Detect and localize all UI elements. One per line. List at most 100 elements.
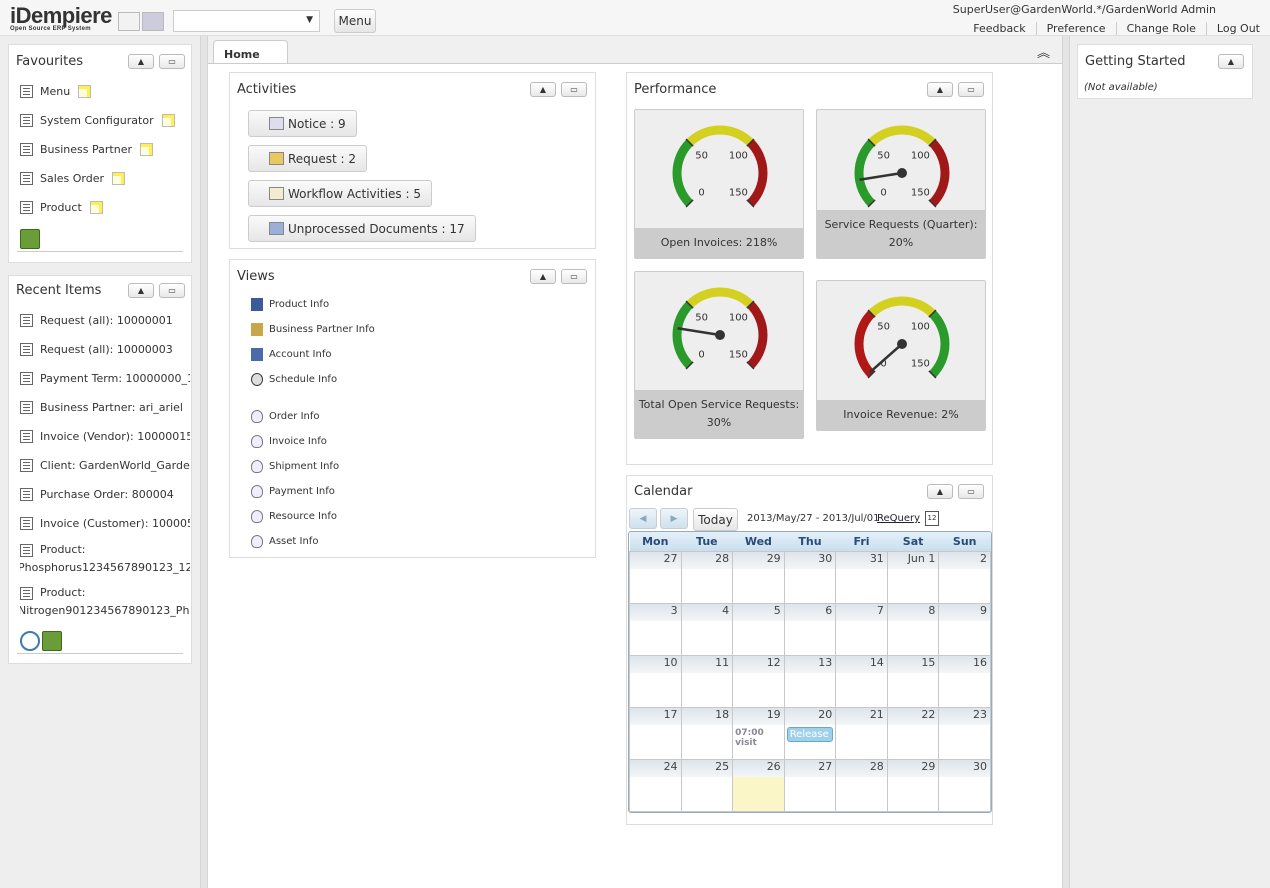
- favourite-item[interactable]: Menu: [20, 77, 175, 106]
- gauge[interactable]: 0 50 100 150 Service Requests (Quarter): 20%: [816, 109, 986, 259]
- calendar-day[interactable]: 5: [732, 602, 785, 656]
- calendar-day[interactable]: 31: [835, 550, 888, 604]
- view-link[interactable]: Schedule Info: [251, 367, 375, 392]
- collapse-button[interactable]: ▲: [128, 283, 154, 298]
- calendar-day[interactable]: 4: [680, 602, 734, 656]
- recent-item[interactable]: Product: Nitrogen901234567890123_Phosp: [20, 581, 190, 624]
- recent-item[interactable]: Client: GardenWorld_Garden\: [20, 451, 190, 480]
- calendar-day[interactable]: 21: [835, 706, 888, 760]
- right-splitter[interactable]: [1062, 36, 1070, 888]
- left-splitter[interactable]: [200, 36, 208, 888]
- calendar-day[interactable]: 27: [783, 758, 837, 812]
- calendar-day[interactable]: 11: [680, 654, 734, 708]
- calendar-day[interactable]: 22: [886, 706, 940, 760]
- search-combobox[interactable]: ▼: [173, 10, 320, 32]
- calendar-event[interactable]: 07:00 visit: [735, 727, 764, 748]
- favourite-item[interactable]: Sales Order: [20, 164, 175, 193]
- gauge[interactable]: 0 50 100 150 Open Invoices: 218%: [634, 109, 804, 259]
- requery-link[interactable]: ReQuery: [877, 513, 921, 524]
- note-icon[interactable]: [161, 114, 175, 127]
- new-window-toggle[interactable]: [118, 12, 140, 31]
- note-icon[interactable]: [89, 201, 103, 214]
- change-role-link[interactable]: Change Role: [1115, 22, 1206, 35]
- recent-item[interactable]: Product: Phosphorus1234567890123_1234: [20, 538, 190, 581]
- calendar-day[interactable]: 19 07:00 visit: [732, 706, 785, 760]
- note-icon[interactable]: [139, 143, 153, 156]
- collapse-button[interactable]: ▲: [1218, 54, 1244, 69]
- prev-button[interactable]: ◀: [629, 508, 657, 529]
- calendar-day[interactable]: 28: [680, 550, 734, 604]
- recent-item[interactable]: Request (all): 10000001: [20, 306, 190, 335]
- calendar-day[interactable]: 29: [732, 550, 785, 604]
- workflow-activities-button[interactable]: Workflow Activities : 5: [248, 180, 432, 207]
- view-link[interactable]: Business Partner Info: [251, 317, 375, 342]
- maximize-button[interactable]: ▭: [159, 54, 185, 69]
- calendar-event[interactable]: Release: [786, 726, 834, 742]
- calendar-day[interactable]: 7: [835, 602, 888, 656]
- collapse-all-icon[interactable]: ︽: [1036, 46, 1050, 61]
- collapse-button[interactable]: ▲: [927, 484, 953, 499]
- preference-link[interactable]: Preference: [1035, 22, 1116, 35]
- feedback-link[interactable]: Feedback: [973, 22, 1026, 35]
- tab-home[interactable]: Home (33): [213, 40, 288, 74]
- request-button[interactable]: Request : 2: [248, 145, 368, 172]
- favourite-item[interactable]: Business Partner: [20, 135, 175, 164]
- calendar-day[interactable]: 28: [835, 758, 888, 812]
- tab-window-toggle[interactable]: [142, 12, 164, 31]
- view-link[interactable]: Resource Info: [251, 504, 375, 529]
- calendar-day[interactable]: 24: [629, 758, 682, 812]
- maximize-button[interactable]: ▭: [958, 484, 984, 499]
- calendar-day[interactable]: 6: [783, 602, 837, 656]
- menu-button[interactable]: Menu: [334, 9, 376, 33]
- collapse-button[interactable]: ▲: [927, 82, 953, 97]
- view-link[interactable]: Asset Info: [251, 529, 375, 554]
- collapse-button[interactable]: ▲: [530, 269, 556, 284]
- calendar-day[interactable]: 17: [629, 706, 682, 760]
- calendar-day[interactable]: 27: [629, 550, 682, 604]
- note-icon[interactable]: [78, 85, 92, 98]
- calendar-day[interactable]: 10: [629, 654, 682, 708]
- view-link[interactable]: Account Info: [251, 342, 375, 367]
- refresh-icon[interactable]: [20, 631, 40, 651]
- calendar-day[interactable]: Jun 1: [886, 550, 940, 604]
- today-button[interactable]: Today: [693, 508, 738, 531]
- calendar-day[interactable]: 3: [629, 602, 682, 656]
- maximize-button[interactable]: ▭: [159, 283, 185, 298]
- recycle-bin-icon[interactable]: [42, 631, 62, 651]
- calendar-day[interactable]: 15: [886, 654, 940, 708]
- collapse-button[interactable]: ▲: [128, 54, 154, 69]
- calendar-day[interactable]: 12: [732, 654, 785, 708]
- calendar-day[interactable]: 30: [783, 550, 837, 604]
- calendar-day[interactable]: 25: [680, 758, 734, 812]
- maximize-button[interactable]: ▭: [561, 269, 587, 284]
- calendar-day[interactable]: 13: [783, 654, 837, 708]
- logout-link[interactable]: Log Out: [1205, 22, 1270, 35]
- calendar-day[interactable]: 2: [938, 550, 991, 604]
- view-link[interactable]: Shipment Info: [251, 454, 375, 479]
- calendar-day[interactable]: 30: [938, 758, 991, 812]
- calendar-day[interactable]: 9: [938, 602, 991, 656]
- recent-item[interactable]: Request (all): 10000003: [20, 335, 190, 364]
- calendar-day[interactable]: 8: [886, 602, 940, 656]
- calendar-day[interactable]: 29: [886, 758, 940, 812]
- gauge[interactable]: 0 50 100 150 Total Open Service Requests: 30…: [634, 271, 804, 439]
- favourite-item[interactable]: Product: [20, 193, 175, 222]
- next-button[interactable]: ▶: [660, 508, 688, 529]
- recent-item[interactable]: Business Partner: ari_ariel: [20, 393, 190, 422]
- note-icon[interactable]: [112, 172, 126, 185]
- notice-button[interactable]: Notice : 9: [248, 110, 357, 137]
- favourite-item[interactable]: System Configurator: [20, 106, 175, 135]
- recent-item[interactable]: Invoice (Customer): 100005: [20, 509, 190, 538]
- unprocessed-documents-button[interactable]: Unprocessed Documents : 17: [248, 215, 476, 242]
- recent-item[interactable]: Invoice (Vendor): 10000015: [20, 422, 190, 451]
- calendar-day[interactable]: 16: [938, 654, 991, 708]
- recent-item[interactable]: Payment Term: 10000000_12: [20, 364, 190, 393]
- view-link[interactable]: Product Info: [251, 292, 375, 317]
- maximize-button[interactable]: ▭: [561, 82, 587, 97]
- calendar-day[interactable]: 26: [732, 758, 785, 812]
- calendar-day[interactable]: 20 Release: [783, 706, 837, 760]
- view-link[interactable]: Order Info: [251, 404, 375, 429]
- calendar-icon[interactable]: 12: [925, 511, 939, 526]
- calendar-day[interactable]: 23: [938, 706, 991, 760]
- view-link[interactable]: Payment Info: [251, 479, 375, 504]
